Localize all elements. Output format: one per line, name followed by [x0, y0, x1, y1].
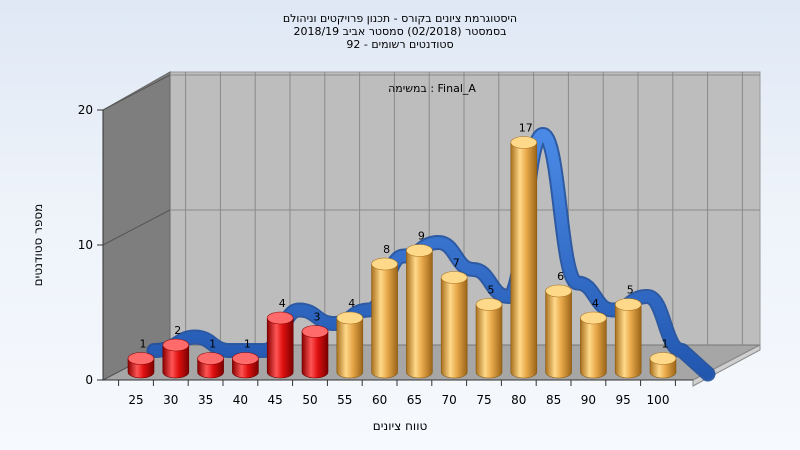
bar-30: 2 — [162, 324, 190, 379]
bar-top — [162, 338, 190, 352]
x-tick-label: 40 — [233, 393, 248, 407]
bar-75: 5 — [475, 284, 503, 379]
bar-35: 1 — [197, 338, 224, 379]
bar-body — [336, 317, 364, 379]
x-tick-label: 50 — [302, 393, 317, 407]
left-wall — [102, 71, 171, 381]
bar-95: 5 — [614, 284, 642, 379]
bar-top — [127, 352, 155, 365]
grid-line-left — [102, 74, 171, 111]
bar-top — [371, 257, 398, 271]
bar-body — [266, 317, 294, 379]
bar-value-label: 4 — [279, 297, 286, 310]
bar-85: 6 — [545, 270, 572, 379]
trend-curve — [146, 127, 716, 382]
grid-line-left — [102, 209, 171, 246]
bar-55: 4 — [336, 297, 364, 379]
x-tick-label: 25 — [128, 393, 143, 407]
x-tick-label: 45 — [268, 393, 283, 407]
bar-top — [614, 298, 642, 311]
y-tick-label: 20 — [78, 103, 93, 117]
bar-value-label: 1 — [244, 338, 251, 351]
bar-top — [580, 311, 607, 325]
x-tick-label: 90 — [581, 393, 596, 407]
bar-value-label: 8 — [383, 243, 390, 256]
bar-60: 8 — [371, 243, 398, 379]
bar-body — [475, 304, 503, 379]
bar-value-label: 7 — [453, 257, 460, 270]
task-label: במשימה : Final_A — [388, 82, 476, 95]
chart-title-line-1: היסטוגרמת ציונים בקורס - תכנון פרויקטים … — [282, 12, 518, 25]
x-tick-label: 75 — [476, 393, 491, 407]
bar-body — [510, 142, 538, 379]
bar-40: 1 — [232, 338, 259, 379]
x-tick-label: 100 — [647, 393, 670, 407]
bar-body — [545, 290, 572, 379]
bar-body — [301, 331, 329, 379]
bar-top — [440, 271, 468, 284]
x-tick-label: 60 — [372, 393, 387, 407]
bars: 1 2 1 1 4 3 4 8 9 7 5 17 6 4 5 1 — [127, 122, 677, 379]
chart-title-line-3: סטודנטים רשומים - 92 — [346, 38, 454, 51]
x-tick-label: 35 — [198, 393, 213, 407]
y-tick-label: 0 — [85, 373, 93, 387]
bar-value-label: 1 — [140, 338, 147, 351]
bar-top — [336, 311, 364, 325]
y-tick-label: 10 — [78, 238, 93, 252]
x-tick-label: 65 — [407, 393, 422, 407]
x-axis-label: טווח ציונים — [373, 419, 428, 433]
bar-top — [197, 352, 224, 365]
bar-value-label: 4 — [348, 297, 355, 310]
bar-body — [580, 317, 607, 379]
bar-80: 17 — [510, 122, 538, 379]
bar-90: 4 — [580, 297, 607, 379]
bar-top — [475, 298, 503, 311]
bar-45: 4 — [266, 297, 294, 379]
bar-body — [162, 344, 190, 379]
bar-body — [440, 277, 468, 379]
bar-value-label: 1 — [209, 338, 216, 351]
x-tick-label: 70 — [442, 393, 457, 407]
bar-70: 7 — [440, 257, 468, 379]
trend-curve-line — [148, 129, 714, 380]
chart-title-line-2: בסמסטר (02/2018) סמסטר אביב 2018/19 — [293, 25, 507, 38]
x-tick-label: 85 — [546, 393, 561, 407]
bar-value-label: 4 — [592, 297, 599, 310]
bar-100: 1 — [649, 338, 677, 379]
x-tick-label: 80 — [511, 393, 526, 407]
bar-top — [301, 325, 329, 338]
bar-top — [649, 352, 677, 365]
bar-value-label: 1 — [662, 338, 669, 351]
y-axis-label: מספר סטודנטים — [31, 204, 45, 287]
x-tick-label: 30 — [163, 393, 178, 407]
bar-value-label: 5 — [627, 284, 634, 297]
bar-body — [614, 304, 642, 379]
bar-top — [232, 352, 259, 365]
x-tick-label: 95 — [616, 393, 631, 407]
bar-value-label: 17 — [519, 122, 533, 135]
axes: במשימה : Final_A טווח ציונים מספר סטודנט… — [31, 82, 693, 433]
bar-65: 9 — [406, 230, 433, 379]
bar-body — [406, 250, 433, 379]
bar-value-label: 5 — [488, 284, 495, 297]
bar-50: 3 — [301, 311, 329, 379]
bar-value-label: 9 — [418, 230, 425, 243]
bar-top — [266, 311, 294, 325]
bar-top — [406, 244, 433, 257]
bar-top — [510, 136, 538, 149]
bar-body — [371, 263, 398, 379]
bar-value-label: 6 — [557, 270, 564, 283]
x-tick-label: 55 — [337, 393, 352, 407]
bar-value-label: 3 — [314, 311, 321, 324]
bar-top — [545, 284, 572, 298]
bar-25: 1 — [127, 338, 155, 379]
bar-value-label: 2 — [174, 324, 181, 337]
